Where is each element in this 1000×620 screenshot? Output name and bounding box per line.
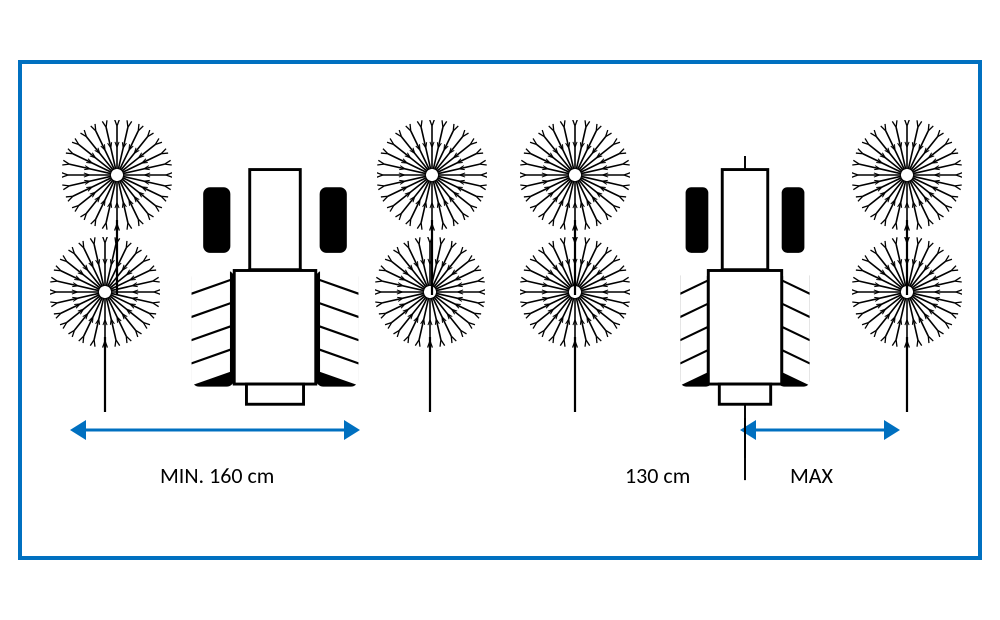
dimension-label-max: MAX — [790, 462, 833, 489]
dimension-label-min: MIN. 160 cm — [160, 462, 274, 489]
diagram-canvas: MIN. 160 cm 130 cm MAX — [0, 0, 1000, 620]
dimension-label-value: 130 cm — [625, 462, 690, 489]
dimension-arrows — [0, 0, 1000, 620]
